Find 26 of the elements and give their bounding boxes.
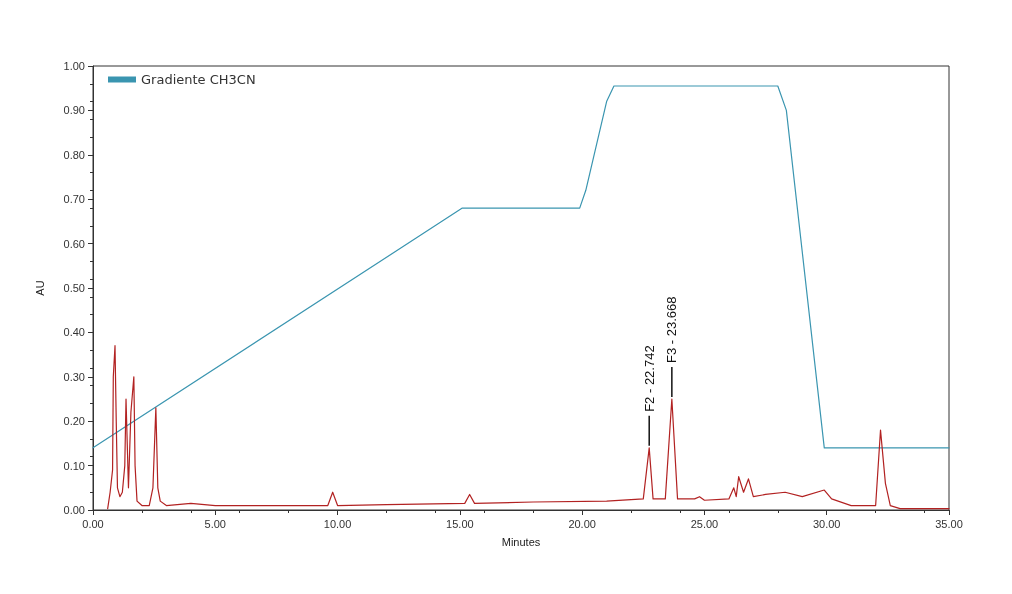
- y-axis-title: AU: [33, 280, 46, 296]
- y-tick-label: 0.30: [63, 370, 85, 383]
- x-tick-label: 10.00: [323, 517, 352, 530]
- annotation: F2 - 22.742: [641, 345, 657, 412]
- x-tick-label: 15.00: [446, 517, 474, 530]
- legend-label: Gradiente CH3CN: [141, 72, 256, 87]
- y-tick-label: 0.10: [63, 459, 85, 472]
- y-tick-label: 0.70: [63, 193, 85, 206]
- y-tick-label: 1.00: [63, 60, 85, 72]
- y-tick-label: 0.90: [63, 104, 85, 117]
- y-tick-label: 0.00: [63, 504, 85, 516]
- y-tick-label: 0.50: [63, 282, 85, 294]
- x-tick-label: 0.00: [82, 517, 104, 530]
- line-series: [92, 85, 950, 449]
- x-tick-label: 30.00: [812, 517, 841, 530]
- line-series: [107, 345, 950, 510]
- x-tick-label: 20.00: [568, 517, 596, 530]
- x-axis-title: Minutes: [501, 535, 541, 548]
- y-tick-label: 0.80: [63, 148, 85, 161]
- x-tick-label: 25.00: [690, 517, 719, 530]
- y-tick-label: 0.40: [63, 326, 85, 339]
- y-tick-label: 0.60: [63, 237, 85, 250]
- x-tick-label: 35.00: [935, 517, 963, 530]
- y-tick-label: 0.20: [63, 415, 85, 428]
- x-tick-label: 5.00: [204, 517, 226, 530]
- annotation: F3 - 23.668: [664, 296, 680, 363]
